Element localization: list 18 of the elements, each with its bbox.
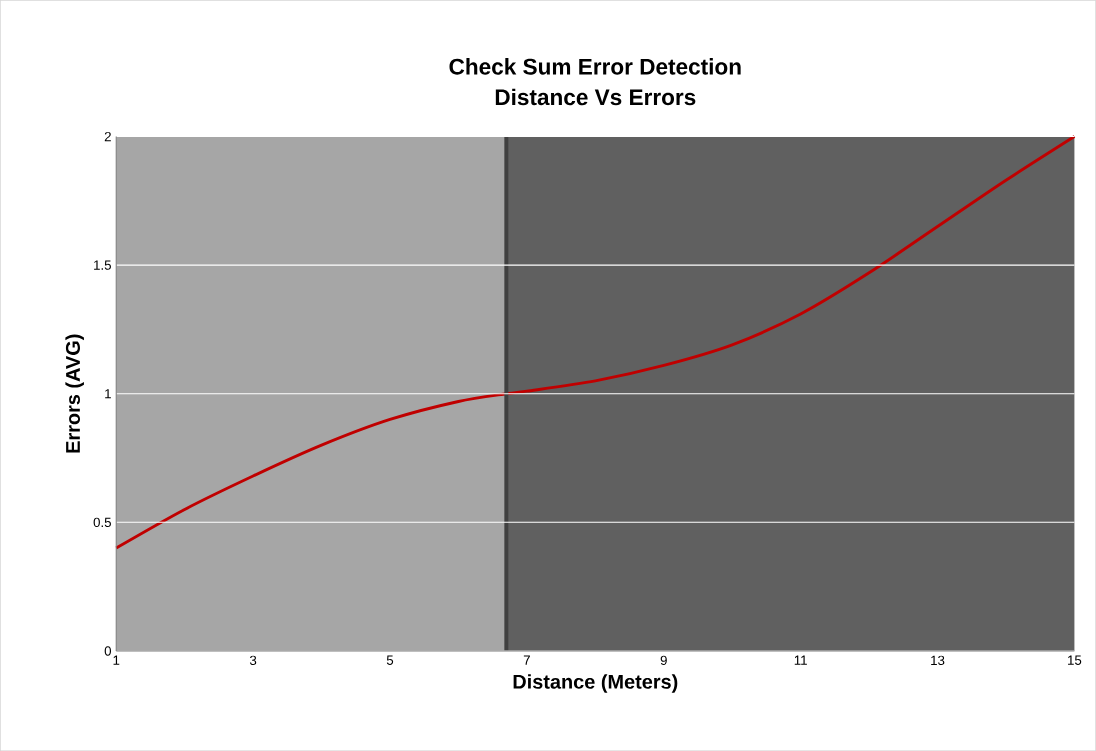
y-axis-title: Errors (AVG) [65,334,84,453]
x-tick-label: 13 [931,655,945,665]
x-tick-label: 7 [523,655,530,665]
y-tick-label: 0 [104,646,112,656]
y-tick-label: 0.5 [93,517,111,527]
x-axis-title: Distance (Meters) [513,674,678,693]
y-tick-label: 2 [104,131,111,142]
x-tick-label: 9 [660,655,667,665]
chart-subtitle: Distance Vs Errors [495,88,696,106]
x-tick-label: 3 [249,655,257,665]
x-tick-label: 15 [1068,655,1082,665]
line-series [114,134,1076,550]
y-tick-label: 1.5 [94,260,111,270]
x-tick-label: 11 [794,655,807,665]
x-tick-label: 5 [386,655,394,665]
y-tick-label: 1 [105,389,111,399]
x-tick-label: 1 [113,655,120,665]
chart-title: Check Sum Error Detection [449,58,741,75]
